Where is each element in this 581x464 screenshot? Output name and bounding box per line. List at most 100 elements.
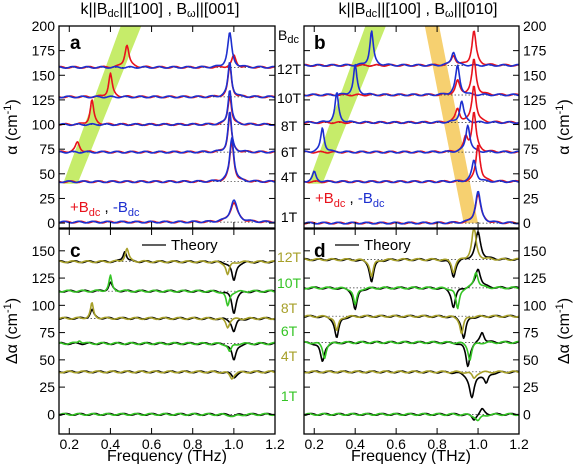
- trace-d-10T-data: [303, 271, 520, 310]
- trace-c-1T-data: [58, 412, 276, 418]
- trace-d-12T-theory: [303, 231, 520, 283]
- trace-a-10T-plus: [58, 65, 276, 99]
- trace-a-6T-minus: [58, 111, 275, 154]
- ytick-label-a: 100: [32, 117, 56, 133]
- frame-d: [303, 228, 520, 435]
- ytick-label-b: 25: [523, 190, 539, 206]
- legend-b: +Bdc , -Bdc: [315, 190, 385, 210]
- trace-d-6T-data: [303, 340, 519, 361]
- ytick-label-a: 125: [32, 92, 56, 108]
- field-label-top-12T: 12T: [277, 61, 302, 77]
- field-label-top-6T: 6T: [281, 144, 298, 160]
- x-axis-label-right: Frequency (THz): [351, 448, 471, 464]
- trace-c-12T-theory: [58, 251, 276, 281]
- ytick-label-c: 100: [32, 297, 56, 313]
- traces-d: [303, 228, 520, 422]
- trace-a-10T-minus: [58, 62, 276, 99]
- ytick-label-d: 25: [523, 379, 539, 395]
- header-right: k||Bdc||[100] , Bω||[010]: [338, 1, 497, 20]
- trace-c-8T-data: [58, 302, 276, 329]
- xtick-label-d: 0.8: [427, 436, 447, 452]
- theory-legend-text-c: Theory: [171, 237, 218, 254]
- ytick-label-b: 125: [523, 92, 547, 108]
- trace-a-12T-plus: [58, 44, 276, 69]
- xtick-label-c: 0.8: [183, 436, 203, 452]
- traces-a: [58, 32, 276, 224]
- tick-labels: 0 25 50 75 100 125 150 175 200 0 25 50 75 100 125 150 17…: [32, 18, 547, 452]
- field-label-bottom-8T: 8T: [281, 300, 298, 316]
- ytick-label-c: 0: [47, 406, 55, 422]
- panel-letter-d: d: [314, 241, 326, 262]
- ytick-label-b: 0: [523, 215, 531, 231]
- trace-d-4T-data: [303, 370, 520, 379]
- field-header: Bdc: [278, 27, 299, 46]
- ytick-label-b: 50: [523, 166, 539, 182]
- ytick-label-c: 150: [32, 243, 56, 259]
- y-axis-label-top-left: α (cm-1): [2, 99, 21, 154]
- field-labels-bottom: 12T 10T 8T 6T 4T 1T: [277, 249, 302, 404]
- field-label-top-10T: 10T: [277, 90, 302, 106]
- xtick-label-c: 0.2: [60, 436, 80, 452]
- y-axis-label-bottom-right: Δα (cm-1): [554, 298, 573, 364]
- ytick-label-a: 0: [47, 215, 55, 231]
- field-label-bottom-12T: 12T: [277, 249, 302, 265]
- ytick-label-c: 75: [39, 325, 55, 341]
- trace-d-6T-theory: [303, 331, 520, 368]
- trace-d-1T-data: [303, 412, 520, 422]
- x-axis-label-left: Frequency (THz): [107, 448, 227, 464]
- ytick-label-a: 150: [32, 67, 56, 83]
- trace-c-6T-data: [58, 340, 276, 352]
- ytick-label-b: 175: [523, 43, 547, 59]
- ytick-label-a: 25: [39, 190, 55, 206]
- trace-d-8T-data: [303, 314, 520, 335]
- frame-a: [58, 25, 276, 229]
- ytick-label-a: 175: [32, 43, 56, 59]
- panel-letter-b: b: [314, 33, 326, 54]
- ticks: [59, 25, 520, 434]
- ytick-label-d: 0: [523, 406, 531, 422]
- trace-c-4T-data: [58, 370, 276, 380]
- trace-d-12T-data: [303, 228, 520, 278]
- trace-a-4T-minus: [58, 137, 276, 184]
- trace-b-1T-minus: [303, 190, 520, 225]
- ytick-label-a: 200: [32, 18, 56, 34]
- field-label-top-1T: 1T: [281, 209, 298, 225]
- band-a-0: [63, 26, 142, 184]
- field-label-bottom-6T: 6T: [281, 323, 298, 339]
- ytick-label-c: 125: [32, 270, 56, 286]
- trace-b-12T-plus: [303, 30, 520, 67]
- ytick-label-d: 100: [523, 297, 547, 313]
- y-axis-label-top-right: α (cm-1): [554, 99, 573, 154]
- field-label-top-8T: 8T: [281, 118, 298, 134]
- bands-a: [63, 26, 142, 184]
- trace-b-8T-minus: [303, 92, 520, 125]
- xtick-label-c: 1.0: [224, 436, 244, 452]
- trace-b-4T-minus: [303, 159, 520, 184]
- panel-letter-c: c: [70, 241, 81, 262]
- field-label-bottom-4T: 4T: [281, 348, 298, 364]
- ytick-label-c: 50: [39, 352, 55, 368]
- panel-letter-a: a: [70, 33, 81, 54]
- trace-a-12T-minus: [58, 32, 276, 69]
- trace-c-12T-data: [58, 247, 276, 276]
- ytick-label-b: 100: [523, 117, 547, 133]
- xtick-label-d: 1.2: [509, 436, 529, 452]
- xtick-label-c: 1.2: [265, 436, 285, 452]
- ytick-label-d: 125: [523, 270, 547, 286]
- field-label-bottom-1T: 1T: [281, 388, 298, 404]
- band-b-1: [424, 26, 478, 224]
- trace-b-12T-minus: [303, 30, 520, 67]
- trace-a-1T-minus: [58, 199, 276, 224]
- xtick-label-c: 0.4: [101, 436, 121, 452]
- field-label-top-4T: 4T: [281, 169, 298, 185]
- frame-c: [58, 228, 276, 435]
- theory-legend-text-d: Theory: [364, 237, 411, 254]
- trace-c-8T-theory: [58, 308, 276, 333]
- trace-b-6T-minus: [303, 124, 519, 154]
- header-left: k||Bdc||[100] , Bω||[001]: [80, 1, 239, 20]
- xtick-label-c: 0.6: [142, 436, 162, 452]
- ytick-label-b: 200: [523, 18, 547, 34]
- ytick-label-d: 50: [523, 352, 539, 368]
- ytick-label-d: 150: [523, 243, 547, 259]
